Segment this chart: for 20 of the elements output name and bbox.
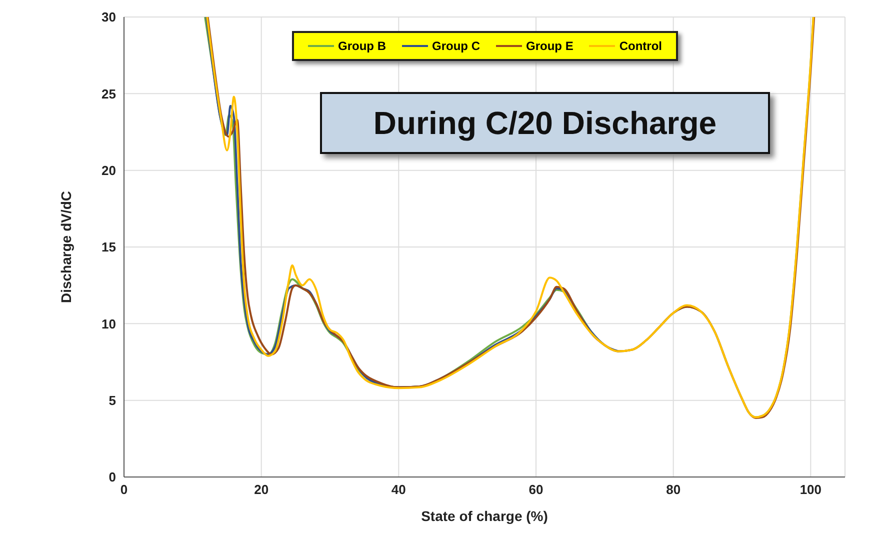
y-tick-label: 30 [102, 10, 116, 25]
legend-label: Group E [526, 39, 574, 53]
y-tick-label: 0 [108, 470, 116, 485]
x-tick-label: 80 [666, 482, 681, 498]
x-tick-label: 40 [391, 482, 406, 498]
x-tick-label: 100 [800, 482, 822, 498]
y-tick-label: 20 [102, 162, 116, 178]
legend-label: Group C [432, 39, 480, 53]
y-axis-title: Discharge dV/dC [58, 190, 74, 304]
x-tick-label: 0 [120, 482, 128, 498]
x-tick-label: 20 [254, 482, 269, 498]
x-axis-title: State of charge (%) [421, 508, 548, 524]
y-tick-label: 5 [108, 392, 116, 408]
x-tick-label: 60 [528, 482, 544, 498]
legend-label: Control [619, 39, 662, 53]
y-tick-label: 15 [102, 240, 116, 255]
y-tick-label: 25 [102, 86, 116, 102]
caption-box: During C/20 Discharge [320, 92, 770, 154]
legend-label: Group B [338, 39, 386, 53]
y-tick-label: 10 [102, 316, 116, 332]
